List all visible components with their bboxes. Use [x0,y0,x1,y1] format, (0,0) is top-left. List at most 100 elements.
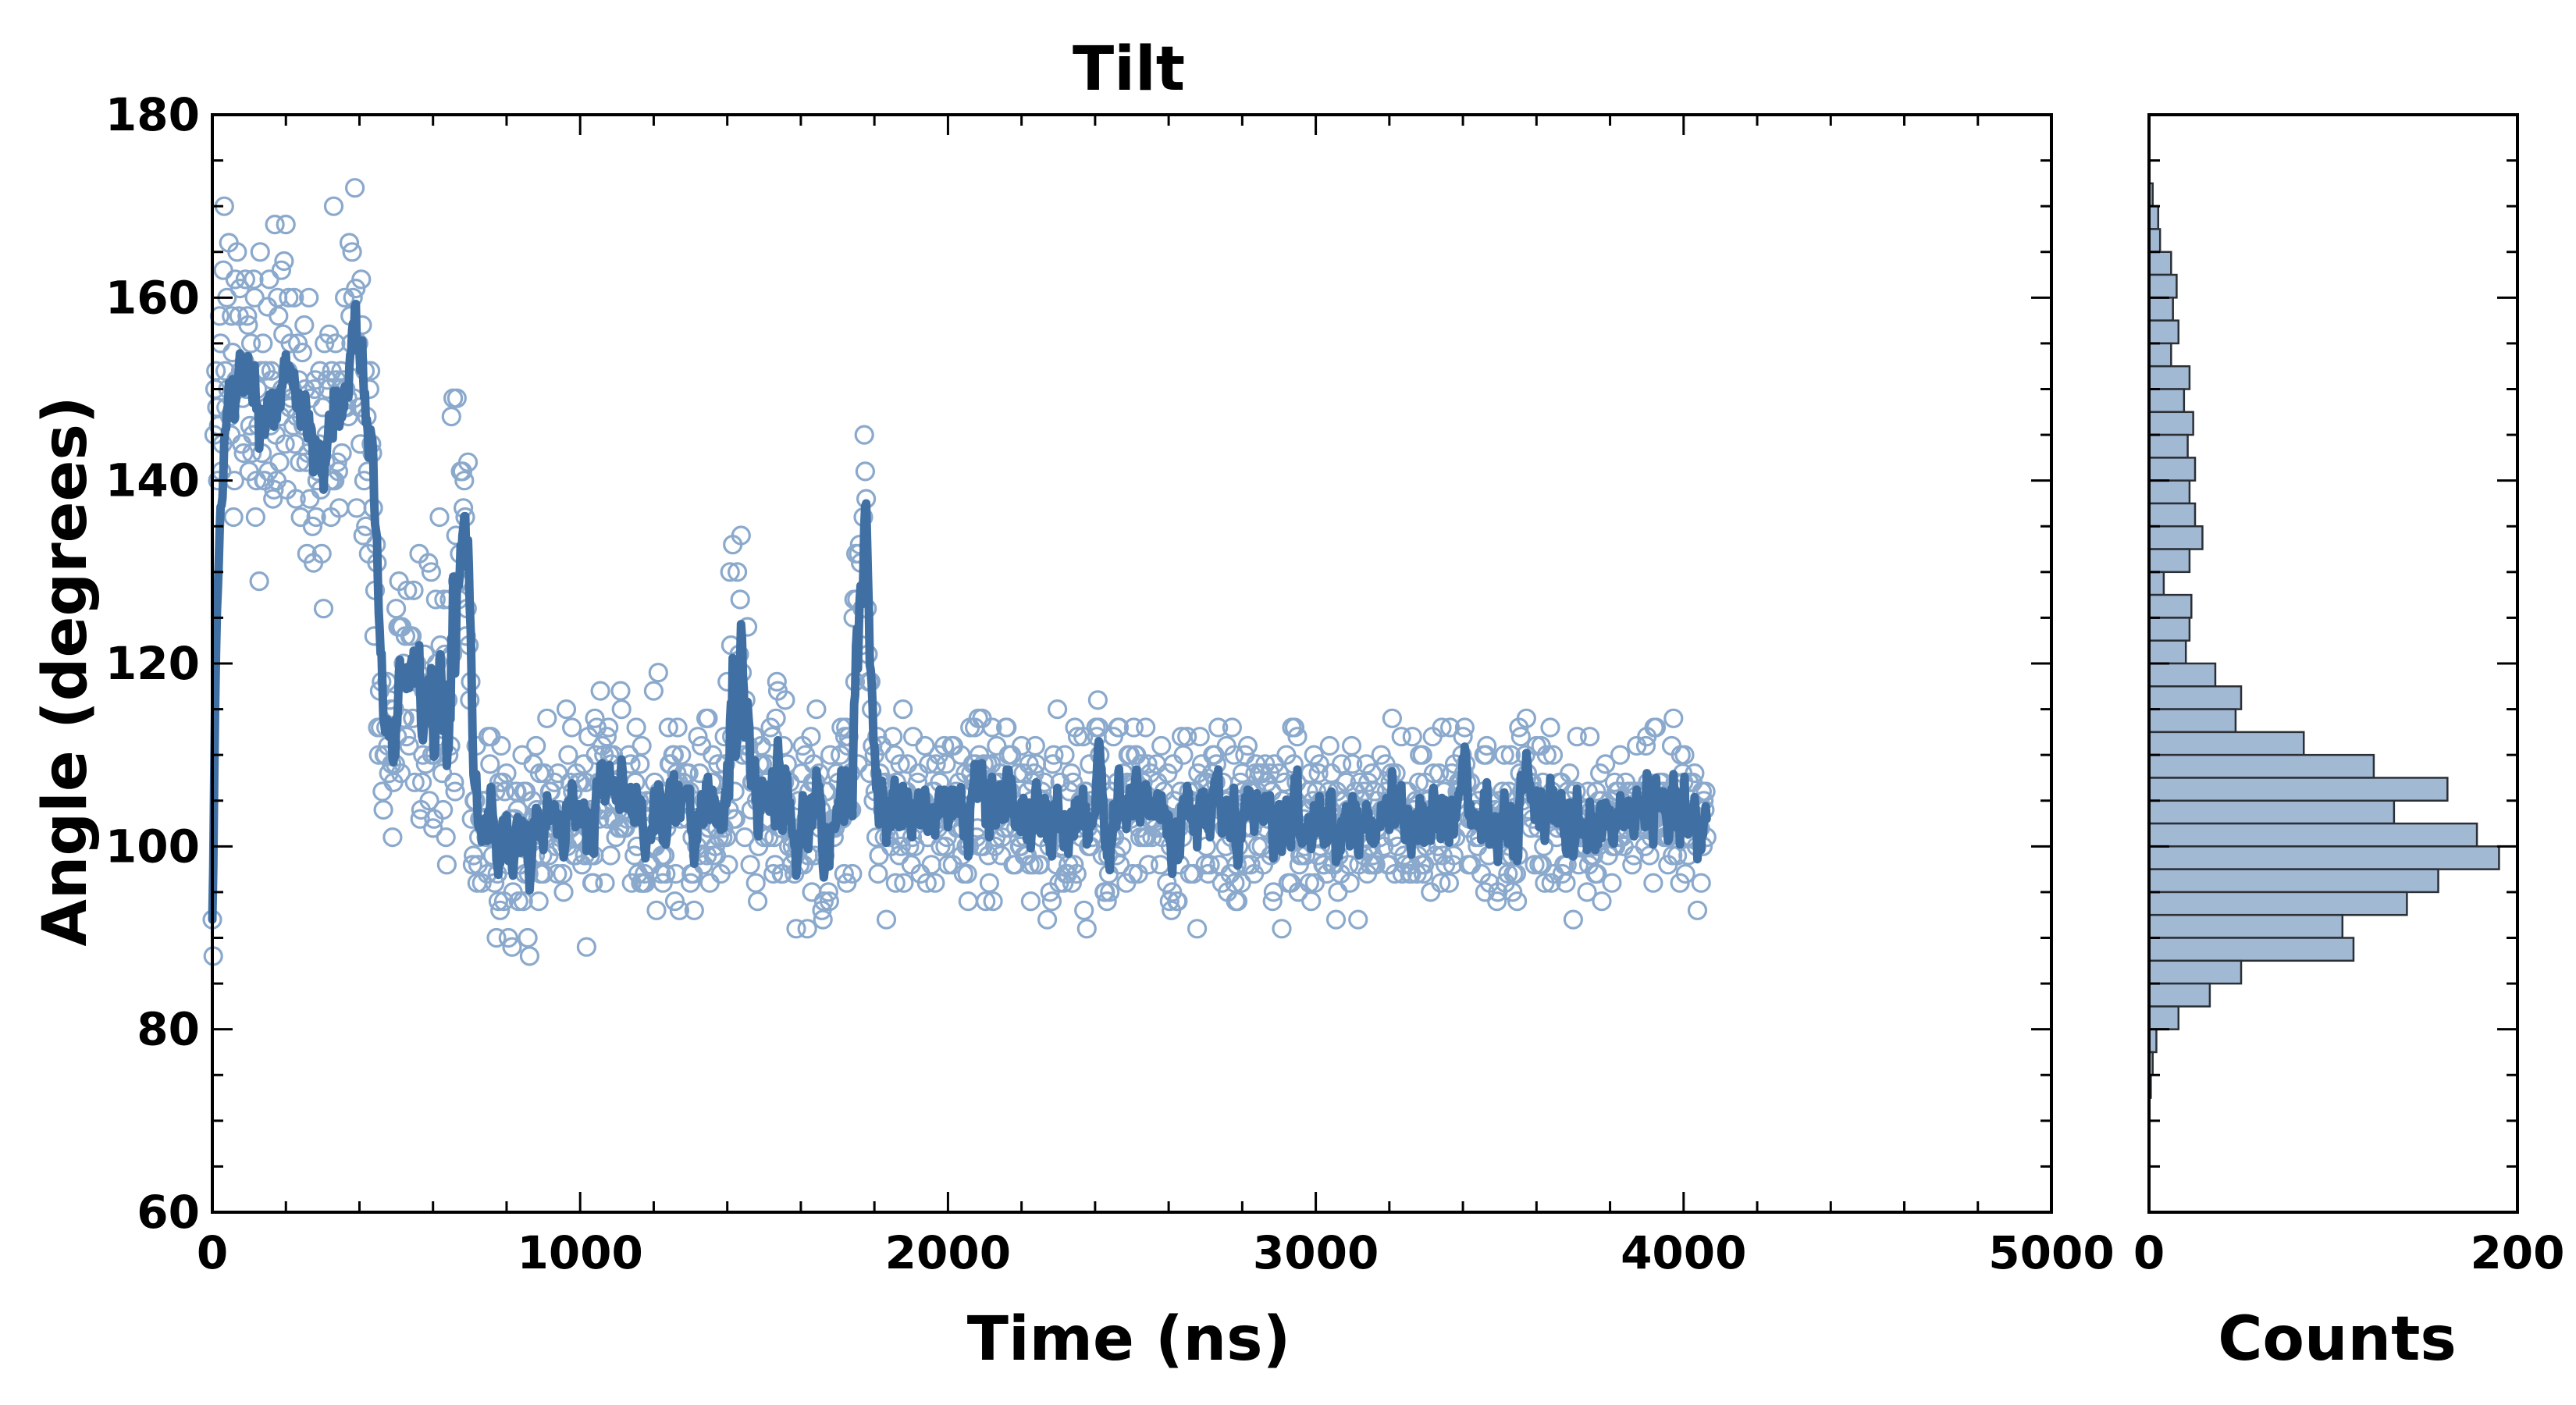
data-point [276,215,296,235]
data-point [250,242,270,262]
data-point [731,525,751,546]
data-point [302,516,322,536]
data-point [982,717,1002,738]
plot-frame [211,113,2053,1214]
data-point [425,589,446,610]
data-point [854,425,874,445]
data-point [553,882,574,902]
data-point [526,735,546,756]
data-point [1020,891,1041,912]
data-point [1047,699,1068,720]
data-point [1643,873,1663,893]
data-point [1610,745,1631,765]
data-point [630,754,650,774]
data-point [558,745,578,765]
data-point [347,498,367,518]
histogram-x-axis-label: Counts [2218,1304,2457,1375]
data-point [263,489,283,509]
data-point [730,589,750,610]
data-point [373,799,393,820]
histogram-bar [2147,273,2178,299]
data-point [411,772,432,792]
data-point [802,882,822,902]
histogram-bar [2147,525,2204,550]
data-point [480,754,500,774]
data-point [419,791,439,811]
y-tick-label: 180 [105,88,200,141]
data-point [240,333,262,354]
data-point [976,891,996,912]
histogram-bar [2147,685,2243,710]
data-point [445,781,465,802]
data-point [441,406,461,427]
data-point [583,873,603,893]
data-point [332,443,352,464]
data-point [916,873,937,893]
data-point [957,863,977,884]
data-point [611,699,632,720]
data-point [643,681,664,701]
data-point [493,772,513,792]
data-point [1054,873,1074,893]
data-point [238,315,258,336]
x-tick-label: 0 [197,1226,228,1279]
data-point [1325,909,1347,930]
data-point [237,306,258,326]
histogram-bar [2147,251,2172,276]
y-tick-label: 100 [105,820,200,873]
data-point [490,900,511,920]
data-point [1151,735,1172,756]
data-point [306,507,326,528]
data-point [397,580,418,600]
x-tick-label: 1000 [517,1226,642,1279]
data-point [271,260,291,280]
data-point [269,306,289,326]
data-point [890,754,910,774]
tilt-scatter-plot: 0 1000 2000 3000 4000 5000 60 80 100 120 140 160 180… [30,34,2115,1375]
histogram-bar [2147,433,2189,459]
data-point [498,927,518,948]
data-point [410,809,430,829]
data-point [653,873,673,893]
data-point [486,927,507,948]
data-point [1348,909,1368,930]
data-point [997,717,1017,738]
data-point [1044,745,1064,765]
histogram-bar [2147,822,2478,848]
data-point [1402,727,1422,747]
data-point [429,507,450,528]
data-point [462,855,483,875]
histogram-bar [2147,982,2211,1008]
data-point [658,717,678,738]
data-point [1055,745,1075,765]
data-point [305,370,326,390]
histogram-bar [2147,365,2191,390]
data-point [669,900,690,920]
data-point [213,260,233,280]
data-point [1563,909,1584,930]
data-point [936,754,956,774]
data-point [436,855,457,875]
data-point [740,855,760,875]
data-point [797,919,817,939]
data-point [382,827,403,848]
histogram-bar [2147,662,2217,688]
histogram-bar [2147,868,2439,894]
histogram-bars [2147,182,2500,1099]
data-point [494,781,515,802]
data-point [249,571,269,592]
data-point [519,946,540,966]
data-point [235,269,255,290]
data-point [292,343,312,363]
data-point [855,461,876,482]
data-point [1663,708,1684,728]
data-point [632,735,652,756]
data-point [698,708,718,728]
data-point [718,855,738,875]
histogram-bar [2147,411,2194,436]
data-point [1011,735,1032,756]
data-point [206,361,226,381]
histogram-bar [2147,959,2243,985]
data-point [1319,735,1340,756]
data-point [688,727,708,747]
